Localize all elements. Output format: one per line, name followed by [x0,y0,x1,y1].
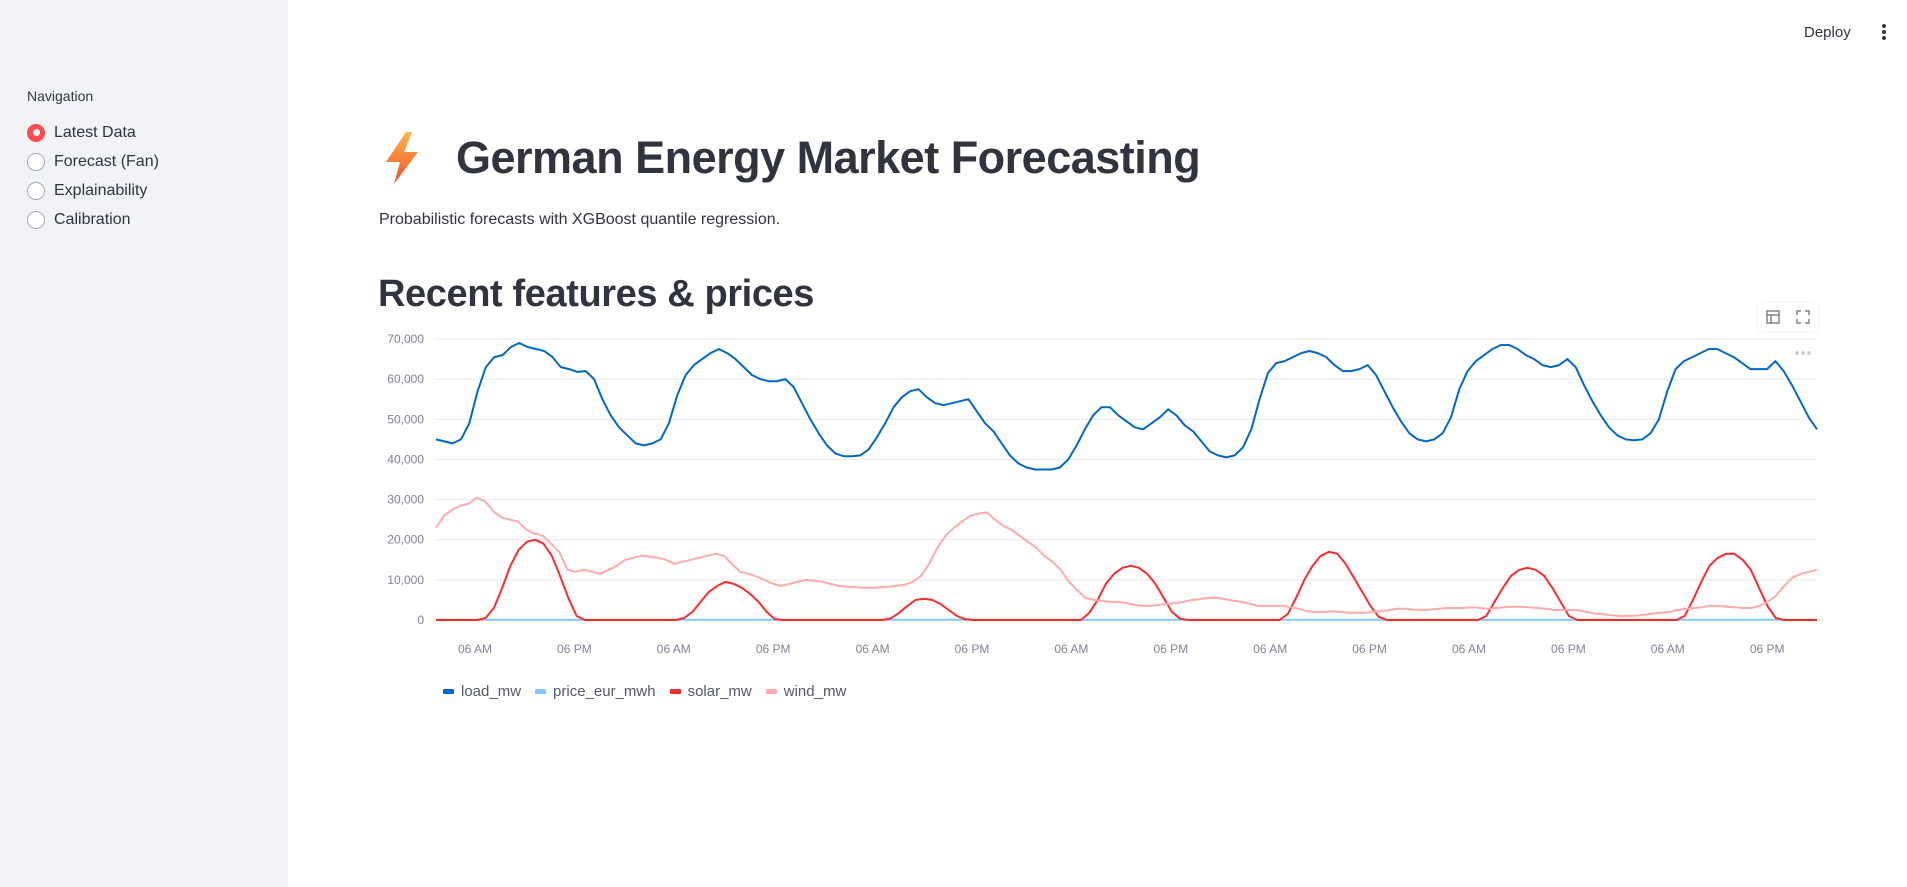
menu-dot [1882,36,1886,40]
section-title: Recent features & prices [378,273,815,315]
nav-option-label: Forecast (Fan) [54,152,159,170]
menu-dot [1882,24,1886,28]
line-chart[interactable]: 0 10,000 20,000 30,000 40,000 50,000 60,000 70,… [370,325,1820,665]
fullscreen-icon[interactable] [1795,309,1811,325]
nav-option-explainability[interactable]: Explainability [27,176,159,205]
x-tick-label: 06 PM [1352,642,1387,656]
sidebar: Navigation Latest Data Forecast (Fan) Ex… [0,0,288,887]
legend-item[interactable]: wind_mw [765,683,847,700]
navigation-radio-group: Latest Data Forecast (Fan) Explainabilit… [27,118,159,234]
x-tick-label: 06 AM [1253,642,1287,656]
navigation-label: Navigation [27,88,94,104]
series-line-load-mw[interactable] [435,342,1818,471]
x-tick-label: 06 AM [1452,642,1486,656]
legend-item[interactable]: price_eur_mwh [535,683,656,700]
more-options-dot [1795,351,1799,355]
x-tick-label: 06 AM [657,642,691,656]
kebab-menu-icon[interactable] [1876,22,1892,42]
y-tick-label: 0 [417,613,424,627]
y-tick-label: 70,000 [387,332,424,346]
legend-swatch [535,689,547,694]
x-tick-label: 06 PM [955,642,990,656]
nav-option-forecast-fan[interactable]: Forecast (Fan) [27,147,159,176]
lightning-bolt-icon [386,132,418,184]
x-tick-label: 06 PM [557,642,592,656]
page-title: German Energy Market Forecasting [456,132,1201,183]
legend-label: solar_mw [687,683,752,700]
y-tick-label: 50,000 [387,412,424,426]
more-options-dot [1807,351,1811,355]
nav-option-label: Calibration [54,210,131,228]
nav-option-label: Latest Data [54,123,136,141]
legend-item[interactable]: load_mw [443,683,521,700]
page-header: German Energy Market Forecasting [380,130,1201,186]
deploy-button[interactable]: Deploy [1804,24,1851,41]
radio-unselected-icon[interactable] [27,181,45,200]
x-tick-label: 06 PM [1750,642,1785,656]
page-subtitle: Probabilistic forecasts with XGBoost qua… [379,211,781,228]
more-options-dot [1801,351,1805,355]
y-tick-label: 30,000 [387,493,424,507]
chart-legend: load_mw price_eur_mwh solar_mw wind_mw [443,683,860,700]
radio-selected-icon[interactable] [27,123,45,142]
nav-option-calibration[interactable]: Calibration [27,205,159,234]
legend-label: wind_mw [783,683,847,700]
legend-label: price_eur_mwh [553,683,656,700]
nav-option-latest-data[interactable]: Latest Data [27,118,159,147]
chart-toolbar [1758,303,1818,331]
y-tick-label: 60,000 [387,372,424,386]
y-tick-label: 20,000 [387,533,424,547]
radio-unselected-icon[interactable] [27,152,45,171]
more-options-icon[interactable] [1795,351,1811,355]
legend-swatch [765,689,777,694]
legend-item[interactable]: solar_mw [669,683,752,700]
x-tick-label: 06 AM [856,642,890,656]
table-view-icon[interactable] [1765,309,1781,325]
y-tick-label: 40,000 [387,452,424,466]
x-tick-label: 06 AM [1651,642,1685,656]
nav-option-label: Explainability [54,181,148,199]
x-tick-label: 06 AM [1054,642,1088,656]
radio-unselected-icon[interactable] [27,210,45,229]
x-tick-label: 06 AM [458,642,492,656]
x-tick-label: 06 PM [1551,642,1586,656]
series-line-solar-mw[interactable] [436,538,1817,621]
legend-label: load_mw [461,683,522,700]
x-tick-label: 06 PM [1153,642,1188,656]
legend-swatch [443,689,454,694]
x-tick-label: 06 PM [756,642,791,656]
series-line-wind-mw[interactable] [435,496,1818,617]
menu-dot [1882,30,1886,34]
y-tick-label: 10,000 [387,573,424,587]
legend-swatch [669,689,681,694]
